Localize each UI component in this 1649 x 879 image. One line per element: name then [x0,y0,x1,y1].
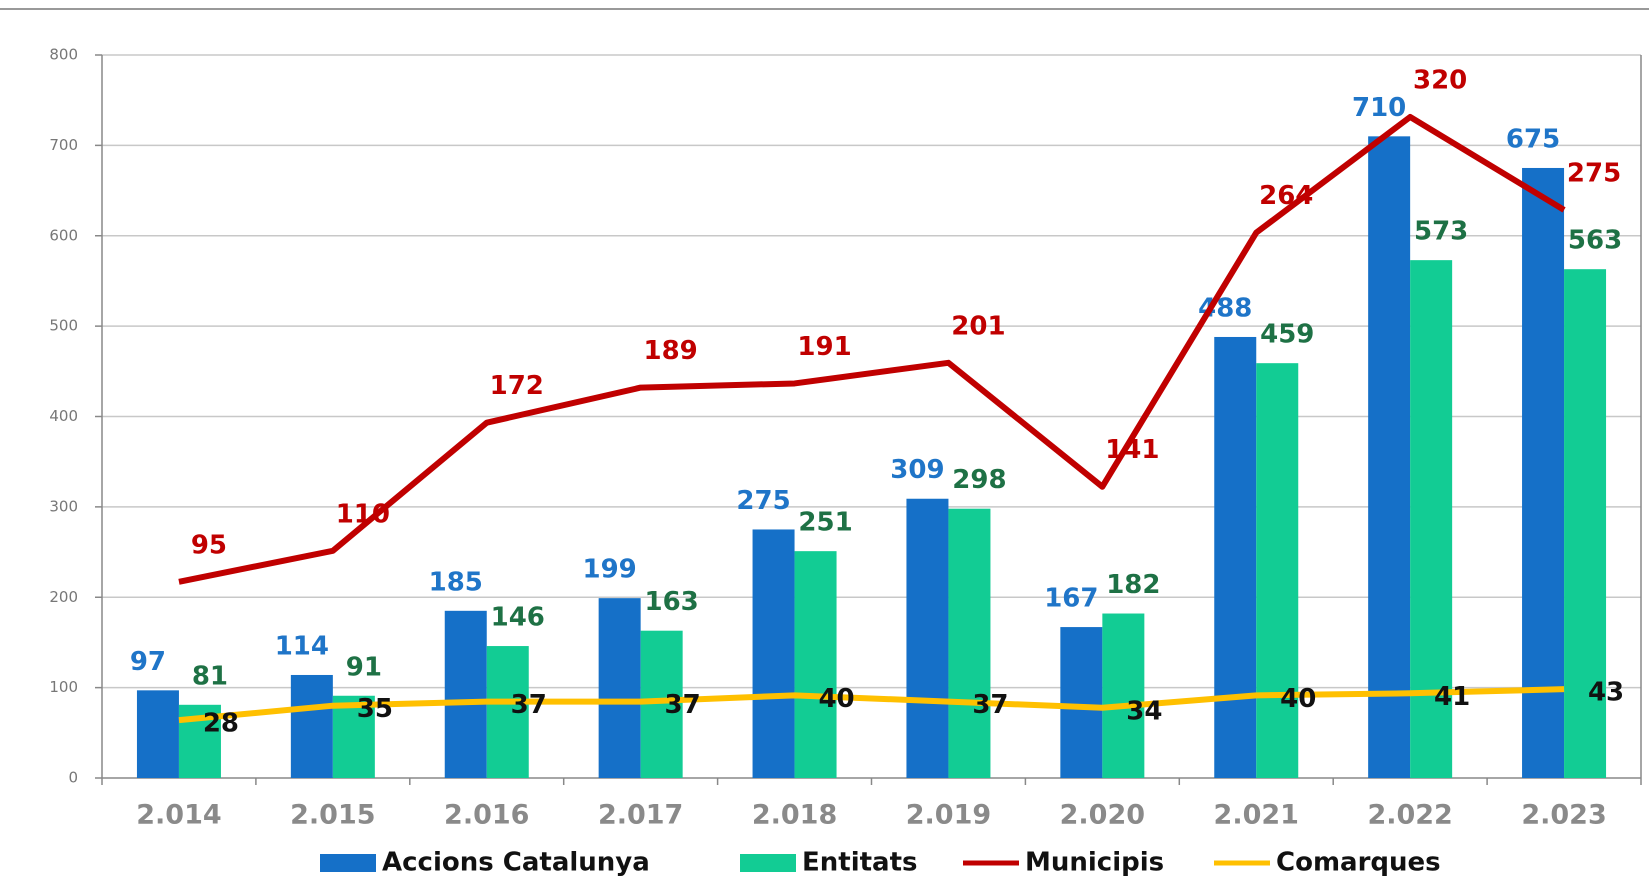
line [178,113,1566,585]
y-tick-label: 300 [49,497,78,515]
x-tick-label: 2.021 [1214,800,1299,831]
y-tick-label: 0 [68,769,78,787]
data-label: 182 [1106,570,1160,600]
bar [1102,613,1145,778]
data-label: 563 [1568,226,1622,256]
data-label: 40 [1280,684,1316,714]
data-label: 275 [1567,158,1621,188]
bar [906,498,949,778]
data-label: 81 [192,661,228,691]
legend-label: Comarques [1276,848,1441,878]
data-label: 573 [1414,217,1468,247]
data-label: 28 [203,709,239,739]
y-tick-label: 600 [49,226,78,244]
bar [1214,336,1257,778]
data-label: 97 [130,647,166,677]
bar [794,551,837,778]
legend-label: Entitats [802,848,918,878]
bar [640,630,683,778]
data-label: 251 [798,508,852,538]
x-tick-label: 2.017 [598,800,683,831]
x-tick-label: 2.022 [1367,800,1452,831]
data-label: 43 [1588,678,1624,708]
legend-swatch [740,854,796,872]
data-label: 298 [952,465,1006,495]
bar [752,529,795,778]
x-tick-label: 2.023 [1521,800,1606,831]
legend-label: Municipis [1025,848,1164,878]
y-tick-label: 200 [49,588,78,606]
data-label: 163 [645,587,699,617]
data-label: 40 [818,684,854,714]
bar [948,508,991,778]
legend-swatch [320,854,376,872]
data-label: 110 [336,499,390,529]
bar [1564,269,1607,778]
legend-label: Accions Catalunya [382,848,650,878]
bar [1522,167,1565,778]
x-tick-label: 2.019 [906,800,991,831]
data-label: 309 [890,455,944,485]
data-label: 710 [1352,93,1406,123]
bar [1256,363,1299,778]
data-label: 114 [275,631,329,661]
data-label: 37 [972,690,1008,720]
data-label: 35 [357,694,393,724]
data-label: 172 [490,371,544,401]
bar [1060,627,1103,778]
data-label: 675 [1506,124,1560,154]
data-label: 146 [491,603,545,633]
data-label: 141 [1105,435,1159,465]
data-label: 34 [1126,696,1162,726]
y-tick-label: 800 [49,46,78,64]
bar [136,690,179,778]
line [178,686,1565,724]
bar [598,598,641,778]
x-tick-label: 2.014 [136,800,221,831]
bar [444,610,487,778]
data-label: 199 [583,555,637,585]
bar [486,646,529,778]
y-tick-label: 700 [49,136,78,154]
data-label: 95 [191,530,227,560]
data-label: 191 [797,332,851,362]
y-tick-label: 400 [49,407,78,425]
data-label: 189 [644,336,698,366]
data-label: 201 [951,311,1005,341]
data-label: 91 [346,652,382,682]
y-tick-label: 100 [49,678,78,696]
y-tick-label: 500 [49,317,78,335]
bar [1368,136,1411,778]
data-label: 275 [736,486,790,516]
x-tick-label: 2.020 [1060,800,1145,831]
bar [290,674,333,778]
data-label: 320 [1413,65,1467,95]
x-tick-label: 2.015 [290,800,375,831]
data-label: 167 [1044,584,1098,614]
x-tick-label: 2.016 [444,800,529,831]
data-label: 41 [1434,682,1470,712]
data-label: 459 [1260,320,1314,350]
data-label: 37 [665,690,701,720]
data-label: 264 [1259,181,1313,211]
data-label: 37 [511,690,547,720]
x-tick-label: 2.018 [752,800,837,831]
data-label: 185 [429,567,483,597]
bar [332,695,375,778]
